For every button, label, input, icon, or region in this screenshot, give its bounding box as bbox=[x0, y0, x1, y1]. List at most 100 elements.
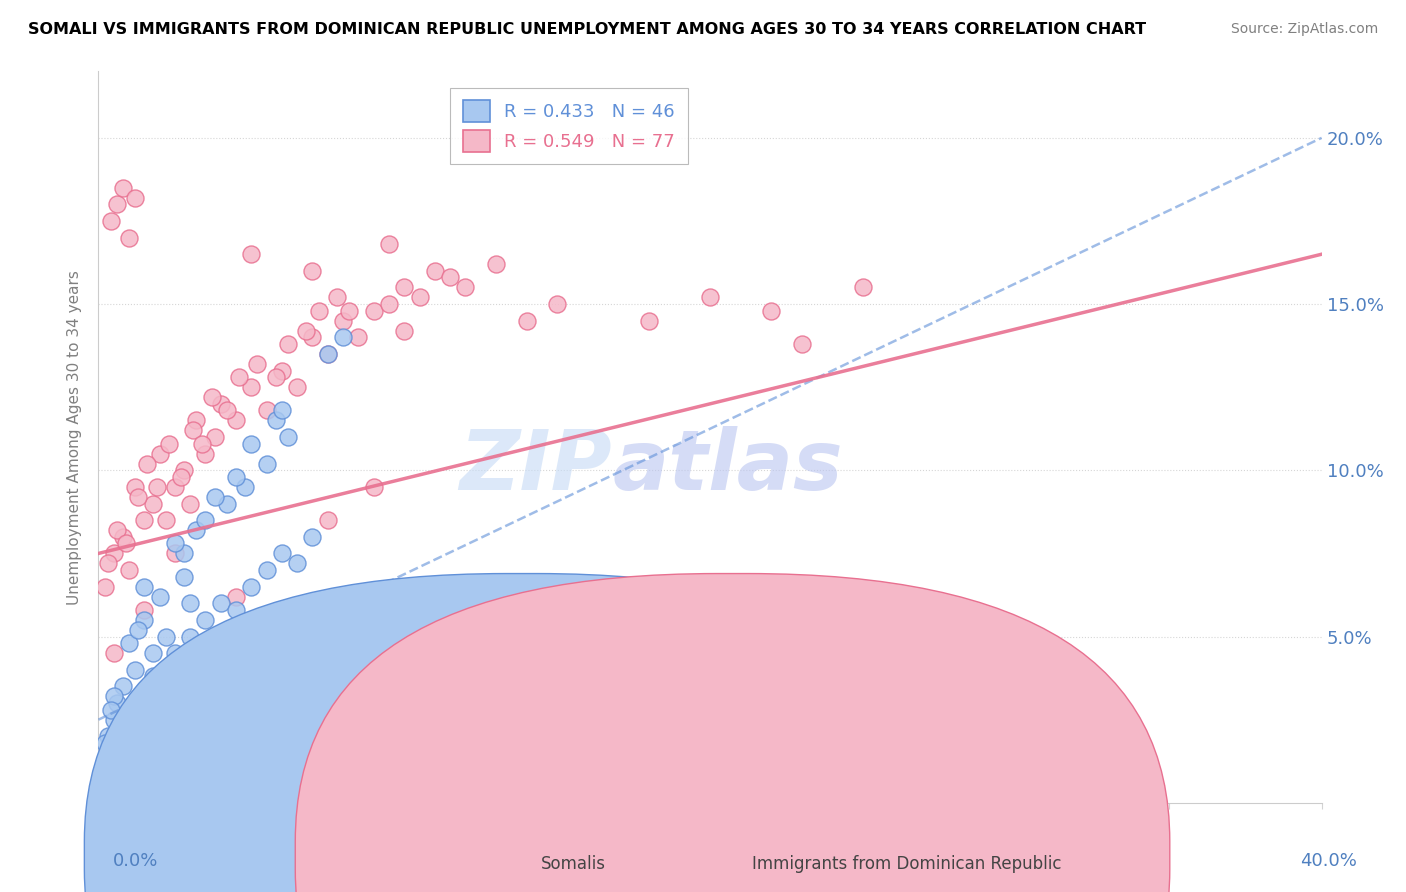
Point bbox=[225, 470, 247, 484]
Text: atlas: atlas bbox=[612, 425, 842, 507]
Point bbox=[163, 536, 186, 550]
Point bbox=[256, 457, 278, 471]
Point bbox=[105, 197, 128, 211]
Point bbox=[134, 613, 156, 627]
Point bbox=[173, 570, 195, 584]
Point bbox=[118, 746, 141, 760]
Point bbox=[194, 513, 217, 527]
Point bbox=[97, 557, 120, 571]
Point bbox=[149, 447, 172, 461]
Point bbox=[215, 403, 238, 417]
Legend: R = 0.433   N = 46, R = 0.549   N = 77: R = 0.433 N = 46, R = 0.549 N = 77 bbox=[450, 87, 688, 164]
Point bbox=[111, 180, 134, 194]
Point bbox=[127, 490, 149, 504]
Text: SOMALI VS IMMIGRANTS FROM DOMINICAN REPUBLIC UNEMPLOYMENT AMONG AGES 30 TO 34 YE: SOMALI VS IMMIGRANTS FROM DOMINICAN REPU… bbox=[28, 22, 1146, 37]
Point bbox=[163, 546, 186, 560]
Point bbox=[134, 729, 156, 743]
Point bbox=[332, 330, 354, 344]
Point bbox=[516, 314, 538, 328]
Point bbox=[118, 230, 141, 244]
Point bbox=[270, 363, 294, 377]
Point bbox=[186, 523, 208, 537]
Point bbox=[186, 413, 208, 427]
Point bbox=[316, 513, 339, 527]
Point bbox=[111, 530, 134, 544]
Point bbox=[285, 380, 308, 394]
Point bbox=[134, 603, 156, 617]
Point bbox=[170, 470, 193, 484]
Point bbox=[326, 290, 349, 304]
Point bbox=[149, 590, 172, 604]
Point bbox=[215, 497, 238, 511]
Point bbox=[103, 646, 125, 660]
Point bbox=[378, 237, 401, 252]
Point bbox=[228, 370, 250, 384]
Point bbox=[392, 280, 416, 294]
Point bbox=[191, 436, 214, 450]
Point bbox=[264, 370, 287, 384]
Point bbox=[209, 596, 232, 610]
Point bbox=[240, 247, 263, 261]
Point bbox=[256, 563, 278, 577]
Point bbox=[301, 530, 323, 544]
Point bbox=[209, 397, 232, 411]
Point bbox=[124, 191, 146, 205]
Point bbox=[378, 297, 401, 311]
Point bbox=[134, 513, 156, 527]
Point bbox=[363, 480, 385, 494]
Point bbox=[277, 337, 299, 351]
Point bbox=[277, 430, 299, 444]
Point bbox=[204, 430, 226, 444]
Point bbox=[337, 303, 360, 318]
Point bbox=[485, 257, 508, 271]
Point bbox=[225, 603, 247, 617]
Point bbox=[142, 497, 165, 511]
Point bbox=[637, 314, 661, 328]
Point bbox=[240, 380, 263, 394]
Point bbox=[270, 546, 294, 560]
Point bbox=[115, 536, 138, 550]
Point bbox=[149, 736, 172, 750]
Point bbox=[134, 580, 156, 594]
Point bbox=[301, 264, 323, 278]
Point bbox=[225, 413, 247, 427]
Point bbox=[179, 630, 201, 644]
Point bbox=[316, 347, 339, 361]
Point bbox=[240, 436, 263, 450]
Point bbox=[408, 290, 430, 304]
Point bbox=[93, 736, 115, 750]
Point bbox=[100, 703, 122, 717]
Point bbox=[97, 729, 120, 743]
Point bbox=[194, 447, 217, 461]
Point bbox=[790, 337, 813, 351]
Point bbox=[233, 480, 256, 494]
Point bbox=[454, 280, 477, 294]
Point bbox=[204, 490, 226, 504]
Point bbox=[105, 523, 128, 537]
Point bbox=[240, 580, 263, 594]
Text: 0.0%: 0.0% bbox=[112, 852, 157, 870]
Point bbox=[256, 403, 278, 417]
Point bbox=[194, 636, 217, 650]
Point bbox=[392, 324, 416, 338]
Point bbox=[163, 646, 186, 660]
Point bbox=[852, 280, 875, 294]
Text: Immigrants from Dominican Republic: Immigrants from Dominican Republic bbox=[752, 855, 1062, 873]
Point bbox=[256, 646, 278, 660]
Point bbox=[142, 669, 165, 683]
Point bbox=[103, 690, 125, 704]
Text: 40.0%: 40.0% bbox=[1301, 852, 1357, 870]
Point bbox=[179, 596, 201, 610]
Point bbox=[93, 580, 115, 594]
Point bbox=[200, 390, 222, 404]
Point bbox=[699, 290, 721, 304]
Point bbox=[301, 330, 323, 344]
Point bbox=[155, 513, 177, 527]
Point bbox=[173, 546, 195, 560]
Point bbox=[105, 696, 128, 710]
Point bbox=[124, 480, 146, 494]
Text: ZIP: ZIP bbox=[460, 425, 612, 507]
Point bbox=[332, 314, 354, 328]
Point bbox=[103, 546, 125, 560]
Point bbox=[295, 324, 318, 338]
